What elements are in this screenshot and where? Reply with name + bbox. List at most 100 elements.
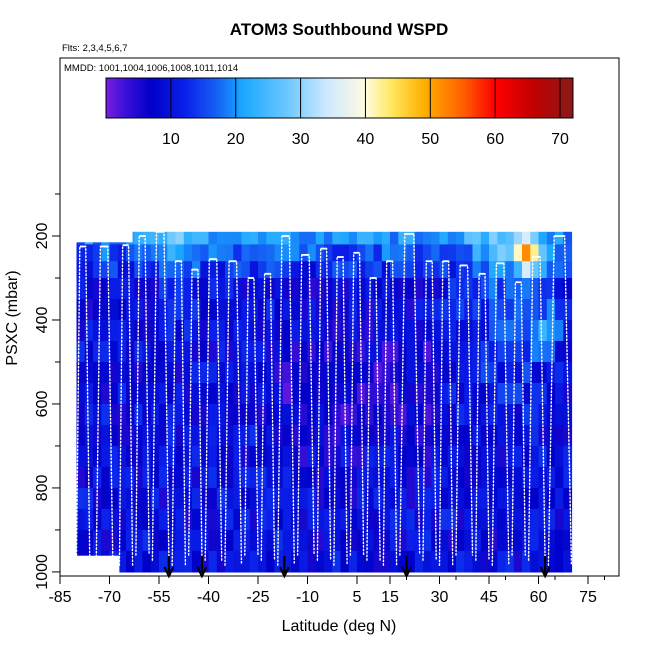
field-cell	[555, 231, 564, 245]
field-cell	[406, 320, 416, 342]
colorbar-swatch	[368, 78, 373, 118]
colorbar-swatch	[488, 78, 493, 118]
field-cell	[208, 487, 218, 510]
field-cell	[423, 362, 432, 384]
colorbar-swatch	[407, 78, 412, 118]
field-cell	[332, 425, 342, 447]
field-cell	[299, 529, 309, 552]
field-cell	[431, 261, 441, 279]
field-cell	[119, 466, 127, 489]
field-cell	[76, 466, 86, 489]
field-cell	[447, 550, 457, 573]
colorbar-swatch	[423, 78, 428, 118]
field-cell	[132, 244, 135, 262]
field-cell	[423, 404, 432, 426]
field-cell	[439, 362, 449, 384]
field-cell	[530, 261, 540, 279]
field-cell	[167, 299, 177, 321]
field-cell	[357, 278, 366, 300]
field-cell	[101, 242, 111, 245]
field-cell	[119, 404, 127, 426]
field-cell	[522, 341, 531, 363]
field-cell	[307, 487, 317, 510]
field-cell	[101, 299, 111, 321]
field-cell	[480, 550, 490, 573]
field-cell	[76, 550, 86, 556]
field-cell	[150, 244, 160, 262]
field-cell	[76, 341, 86, 363]
field-cell	[381, 508, 391, 531]
colorbar-swatch	[456, 78, 460, 118]
field-cell	[332, 278, 342, 300]
field-cell	[225, 320, 234, 342]
field-cell	[555, 261, 564, 279]
field-cell	[563, 231, 573, 245]
field-cell	[447, 529, 457, 552]
field-cell	[373, 278, 383, 300]
colorbar-swatch	[225, 78, 230, 118]
field-cell	[505, 244, 515, 262]
field-cell	[183, 341, 193, 363]
field-cell	[142, 445, 152, 468]
field-cell	[282, 231, 292, 245]
field-cell	[431, 320, 441, 342]
field-cell	[150, 231, 160, 245]
field-cell	[447, 445, 457, 468]
field-cell	[126, 404, 134, 426]
field-cell	[233, 445, 243, 468]
field-cell	[324, 550, 333, 573]
field-cell	[357, 320, 366, 342]
field-cell	[472, 529, 482, 552]
colorbar-swatch	[190, 78, 195, 118]
field-cell	[134, 341, 144, 363]
field-cell	[299, 261, 309, 279]
field-cell	[546, 341, 556, 363]
field-cell	[497, 383, 507, 405]
field-cell	[119, 383, 127, 405]
field-cell	[373, 231, 383, 245]
field-cell	[563, 244, 573, 262]
colorbar-swatch	[349, 78, 353, 118]
field-cell	[249, 466, 259, 489]
colorbar-swatch	[170, 78, 175, 118]
field-cell	[324, 278, 333, 300]
field-cell	[538, 320, 548, 342]
field-cell	[208, 278, 218, 300]
field-cell	[414, 550, 424, 573]
field-cell	[546, 508, 556, 531]
field-cell	[497, 278, 507, 300]
field-cell	[414, 445, 424, 468]
field-cell	[563, 529, 573, 552]
colorbar-swatch	[440, 78, 444, 118]
field-cell	[365, 261, 375, 279]
field-cell	[117, 244, 121, 262]
colorbar-swatch	[200, 78, 204, 118]
field-cell	[126, 550, 134, 573]
field-cell	[522, 362, 531, 384]
field-cell	[84, 466, 94, 489]
field-cell	[381, 466, 391, 489]
field-cell	[249, 445, 259, 468]
field-cell	[538, 445, 548, 468]
field-cell	[456, 383, 465, 405]
field-cell	[132, 508, 135, 531]
field-cell	[225, 466, 234, 489]
field-cell	[142, 278, 152, 300]
field-cell	[150, 466, 160, 489]
field-cell	[332, 231, 342, 245]
field-cell	[398, 445, 408, 468]
field-cell	[439, 425, 449, 447]
field-cell	[555, 550, 564, 573]
field-cell	[414, 404, 424, 426]
field-cell	[76, 242, 86, 245]
field-cell	[282, 383, 292, 405]
colorbar-swatch	[154, 78, 159, 118]
field-cell	[134, 425, 144, 447]
colorbar-swatch	[381, 78, 386, 118]
field-cell	[216, 278, 226, 300]
field-cell	[142, 508, 152, 531]
field-cell	[101, 425, 111, 447]
field-cell	[200, 299, 210, 321]
field-cell	[258, 278, 267, 300]
field-cell	[291, 278, 300, 300]
